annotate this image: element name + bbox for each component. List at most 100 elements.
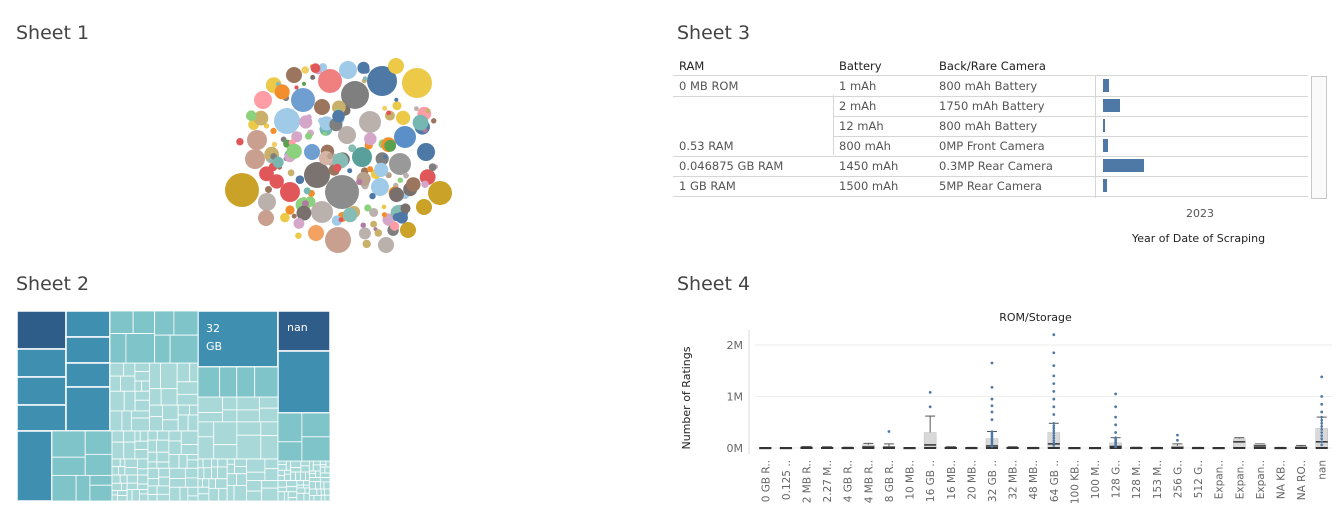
bubble[interactable] (286, 143, 302, 159)
treemap-cell[interactable] (290, 467, 302, 473)
treemap-cell[interactable] (187, 486, 199, 497)
bubble[interactable] (301, 66, 309, 74)
box[interactable] (1233, 438, 1246, 449)
data-point[interactable] (1052, 421, 1056, 425)
treemap-cell[interactable] (187, 495, 199, 501)
treemap-cell[interactable] (290, 460, 302, 468)
treemap-cell[interactable] (197, 311, 279, 368)
treemap-cell[interactable] (197, 478, 203, 488)
bubble[interactable] (369, 208, 379, 217)
treemap-cell[interactable] (134, 362, 150, 373)
bubble[interactable] (294, 85, 299, 90)
treemap-cell[interactable] (277, 469, 286, 477)
treemap-cell[interactable] (121, 410, 132, 432)
treemap-cell[interactable] (236, 409, 260, 423)
bubble[interactable] (382, 105, 388, 111)
treemap-cell[interactable] (154, 311, 175, 336)
bubble[interactable] (364, 132, 377, 146)
bubble[interactable] (274, 84, 290, 100)
treemap-cell[interactable] (134, 371, 150, 382)
data-point[interactable] (1114, 436, 1117, 439)
treemap-cell[interactable] (147, 467, 160, 479)
treemap-cell[interactable] (300, 465, 310, 473)
bubble[interactable] (296, 205, 312, 221)
bubble[interactable] (374, 162, 389, 177)
data-point[interactable] (1320, 434, 1323, 437)
treemap-cell[interactable] (236, 434, 262, 460)
data-point[interactable] (1052, 431, 1056, 435)
treemap-cell[interactable] (215, 478, 228, 489)
bubble[interactable] (333, 163, 342, 172)
bubble[interactable] (431, 118, 437, 124)
treemap-cell[interactable] (177, 404, 190, 416)
bubble[interactable] (271, 141, 278, 148)
treemap-cell[interactable] (324, 466, 330, 474)
data-point[interactable] (1320, 443, 1323, 447)
treemap-cell[interactable] (186, 454, 199, 461)
treemap-cell[interactable] (169, 478, 186, 488)
treemap-cell[interactable] (109, 311, 134, 334)
bubble[interactable] (311, 201, 333, 223)
treemap-cell[interactable] (320, 488, 325, 496)
bubble[interactable] (400, 203, 411, 214)
outlier-point[interactable] (1114, 423, 1118, 427)
treemap-cell[interactable] (304, 487, 310, 494)
treemap-cell[interactable] (180, 430, 199, 445)
outlier-point[interactable] (1052, 333, 1056, 337)
treemap-cell[interactable] (226, 485, 235, 501)
bubble[interactable] (348, 144, 357, 153)
bubble[interactable] (291, 213, 297, 219)
treemap-cell[interactable] (119, 458, 126, 468)
treemap-cell[interactable] (118, 466, 126, 476)
row-bar[interactable] (1103, 139, 1109, 152)
treemap-cell[interactable] (234, 466, 248, 475)
treemap-cell[interactable] (319, 477, 330, 483)
bubble[interactable] (388, 58, 404, 74)
treemap-cell[interactable] (301, 436, 330, 462)
outlier-point[interactable] (1114, 392, 1118, 396)
treemap-cell[interactable] (286, 480, 298, 488)
treemap-cell[interactable] (236, 421, 262, 436)
treemap-cell[interactable] (203, 467, 212, 480)
bubble[interactable] (245, 149, 265, 169)
treemap-cell[interactable] (186, 459, 199, 469)
bubble[interactable] (318, 63, 328, 72)
outlier-point[interactable] (928, 390, 932, 394)
treemap-cell[interactable] (134, 440, 149, 450)
treemap-cell[interactable] (287, 491, 298, 498)
outlier-point[interactable] (990, 361, 994, 365)
bubble[interactable] (268, 158, 273, 163)
treemap-cell[interactable] (277, 412, 303, 443)
treemap-cell[interactable] (137, 474, 149, 485)
treemap-cell[interactable] (123, 441, 136, 460)
sheet3-scrollbar[interactable] (1311, 76, 1327, 199)
bubble[interactable] (359, 111, 381, 133)
bubble[interactable] (258, 193, 276, 211)
outlier-point[interactable] (990, 404, 994, 408)
treemap-cell[interactable] (89, 484, 113, 501)
bubble[interactable] (412, 114, 429, 131)
treemap-cell[interactable] (17, 430, 53, 501)
treemap-cell[interactable] (109, 333, 127, 364)
treemap-cell[interactable] (147, 451, 158, 463)
treemap-cell[interactable] (226, 458, 235, 465)
treemap-cell[interactable] (197, 436, 215, 460)
outlier-point[interactable] (1052, 351, 1056, 355)
treemap-cell[interactable] (308, 481, 316, 490)
treemap-cell[interactable] (162, 419, 179, 432)
data-point[interactable] (990, 430, 994, 433)
data-point[interactable] (1052, 436, 1056, 440)
treemap-cell[interactable] (17, 376, 67, 406)
treemap-cell[interactable] (65, 336, 111, 364)
treemap-cell[interactable] (156, 485, 171, 495)
treemap-cell[interactable] (277, 475, 286, 481)
bubble[interactable] (310, 63, 321, 74)
bubble[interactable] (386, 110, 392, 116)
treemap-cell[interactable] (187, 414, 199, 432)
outlier-point[interactable] (990, 418, 994, 422)
bubble[interactable] (381, 212, 387, 218)
data-point[interactable] (1052, 439, 1056, 442)
bubble[interactable] (384, 139, 397, 152)
treemap-cell[interactable] (320, 494, 326, 501)
bubble[interactable] (357, 61, 370, 74)
